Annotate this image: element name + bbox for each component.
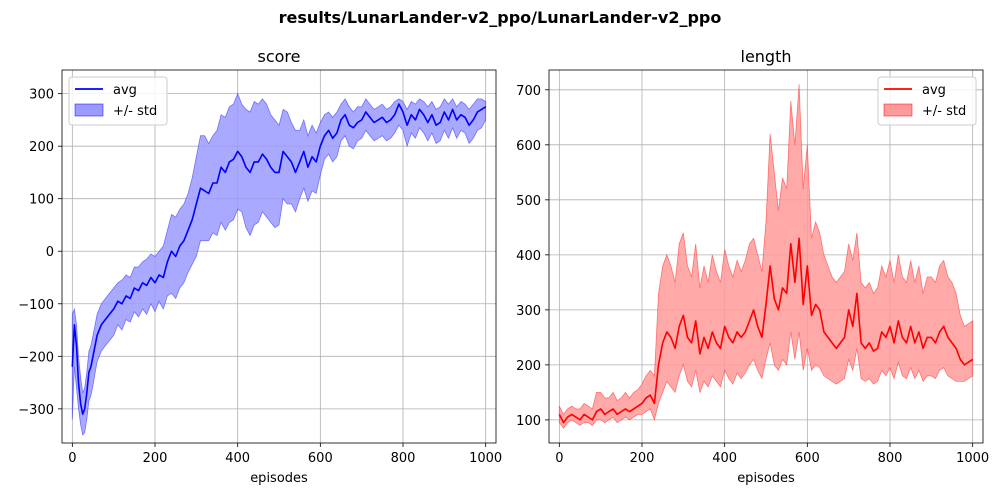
- length-y-tick-label: 400: [516, 249, 541, 264]
- score-x-tick-label: 400: [225, 451, 250, 466]
- length-x-axis-label: episodes: [737, 471, 795, 486]
- length-y-tick-label: 200: [516, 359, 541, 374]
- length-y-tick-label: 100: [516, 414, 541, 429]
- score-x-axis-label: episodes: [250, 471, 308, 486]
- length-legend-std-swatch: [883, 103, 913, 117]
- length-x-tick-label: 400: [712, 451, 737, 466]
- score-y-tick-label: 300: [29, 88, 54, 103]
- score-y-tick-label: 0: [46, 245, 54, 260]
- length-x-tick-label: 800: [878, 451, 903, 466]
- length-x-tick-label: 600: [795, 451, 820, 466]
- score-x-tick-label: 200: [143, 451, 168, 466]
- length-avg-line: [558, 237, 974, 424]
- length-y-tick-label: 700: [516, 84, 541, 99]
- score-legend-std-swatch: [74, 103, 104, 117]
- length-legend-avg-label: avg: [922, 83, 946, 98]
- length-y-tick-label: 600: [516, 139, 541, 154]
- length-x-tick-label: 1000: [956, 451, 989, 466]
- length-x-tick-label: 200: [630, 451, 655, 466]
- score-x-tick-label: 0: [68, 451, 76, 466]
- score-std-band: [71, 92, 487, 437]
- score-avg-line: [71, 103, 487, 415]
- length-std-band: [558, 84, 974, 429]
- score-title: score: [258, 47, 301, 66]
- score-y-tick-label: −300: [18, 403, 54, 418]
- length-plot: 0 200 400 600 800 1000 100 200 300 400 500 600 700 le…: [516, 47, 989, 486]
- length-x-tick-label: 0: [555, 451, 563, 466]
- length-title: length: [741, 47, 792, 66]
- score-y-tick-label: −100: [18, 298, 54, 313]
- length-y-tick-label: 300: [516, 304, 541, 319]
- length-legend-std-label: +/- std: [922, 104, 966, 119]
- figure-title: results/LunarLander-v2_ppo/LunarLander-v…: [279, 8, 722, 27]
- score-x-tick-label: 1000: [469, 451, 502, 466]
- score-y-tick-label: 100: [29, 193, 54, 208]
- score-x-tick-label: 800: [391, 451, 416, 466]
- score-legend-std-label: +/- std: [113, 104, 157, 119]
- score-y-tick-label: −200: [18, 350, 54, 365]
- score-x-tick-label: 600: [308, 451, 333, 466]
- score-legend-avg-label: avg: [113, 83, 137, 98]
- length-y-tick-label: 500: [516, 194, 541, 209]
- score-y-tick-label: 200: [29, 140, 54, 155]
- score-axes-frame: [61, 69, 497, 444]
- length-axes-frame: [548, 69, 984, 444]
- score-plot: 0 200 400 600 800 1000 −300 −200 −100 0 100 200 300 s…: [18, 47, 502, 486]
